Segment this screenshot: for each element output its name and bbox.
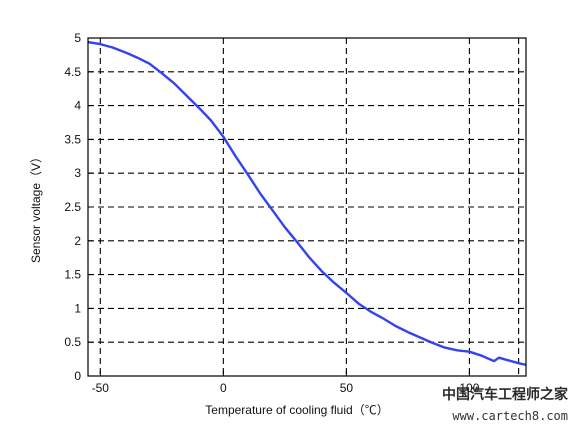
series-line-layer <box>88 40 526 367</box>
y-tick-label-0: 0 <box>74 369 81 383</box>
watermark-url-text: www.cartech8.com <box>452 409 568 423</box>
x-axis-title: Temperature of cooling fluid（℃） <box>205 403 388 417</box>
y-tick-label-9: 4.5 <box>64 65 81 79</box>
y-tick-label-1: 0.5 <box>64 335 81 349</box>
series-line-0 <box>88 40 526 367</box>
y-tick-label-5: 2.5 <box>64 200 81 214</box>
grid-lines <box>88 38 526 376</box>
x-tick-label-1: 0 <box>220 381 227 395</box>
watermark: 中国汽车工程师之家 www.cartech8.com <box>442 386 569 423</box>
y-axis-title: Sensor voltage（V） <box>29 151 43 263</box>
y-tick-label-3: 1.5 <box>64 268 81 282</box>
x-tick-label-2: 50 <box>340 381 354 395</box>
watermark-cn-text: 中国汽车工程师之家 <box>442 386 569 403</box>
axis-ticks: 0 0.5 1 1.5 2 2.5 3 3.5 4 4.5 5 -50 0 50 100 <box>64 31 479 395</box>
y-tick-label-7: 3.5 <box>64 132 81 146</box>
y-tick-label-10: 5 <box>74 31 81 45</box>
x-tick-label-0: -50 <box>92 381 110 395</box>
y-tick-label-4: 2 <box>74 234 81 248</box>
y-tick-label-8: 4 <box>74 99 81 113</box>
x-tick-label-3: 100 <box>459 381 479 395</box>
y-tick-label-6: 3 <box>74 166 81 180</box>
y-tick-label-2: 1 <box>74 301 81 315</box>
